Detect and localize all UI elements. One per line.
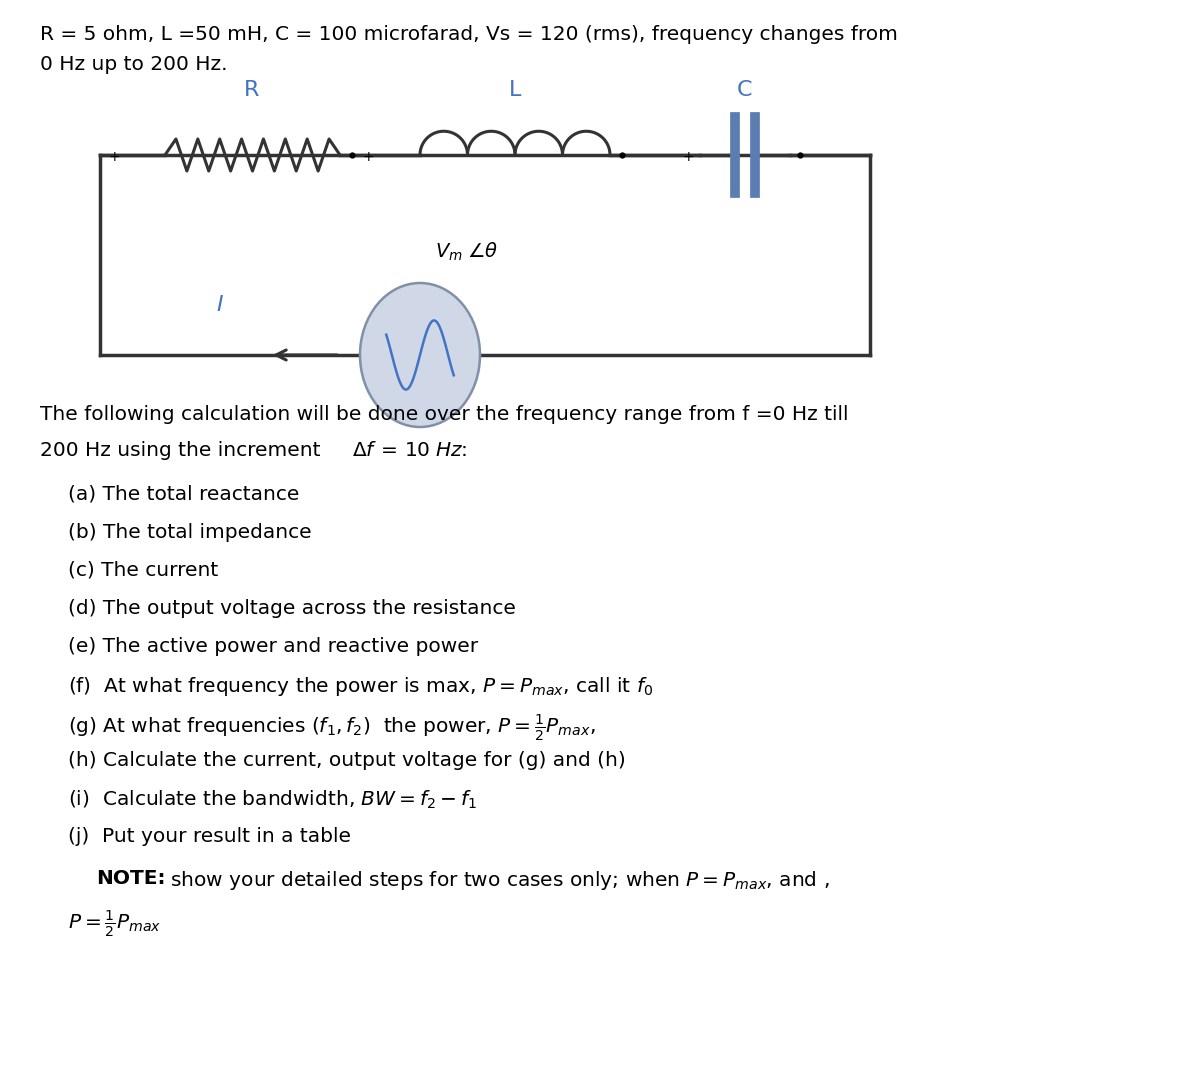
Text: $P = \frac{1}{2}P_{max}$: $P = \frac{1}{2}P_{max}$	[68, 909, 161, 940]
Text: (i)  Calculate the bandwidth, $BW = f_2 - f_1$: (i) Calculate the bandwidth, $BW = f_2 -…	[68, 789, 478, 812]
Text: +: +	[682, 150, 694, 164]
Text: (f)  At what frequency the power is max, $P = P_{max}$, call it $f_0$: (f) At what frequency the power is max, …	[68, 675, 653, 698]
Text: $\Delta f\,=\,10\;Hz$:: $\Delta f\,=\,10\;Hz$:	[352, 441, 467, 460]
Text: +: +	[362, 150, 373, 164]
Text: (d) The output voltage across the resistance: (d) The output voltage across the resist…	[68, 599, 516, 618]
Text: (a) The total reactance: (a) The total reactance	[68, 485, 299, 505]
Text: 200 Hz using the increment: 200 Hz using the increment	[40, 441, 334, 460]
Ellipse shape	[360, 283, 480, 427]
Text: (b) The total impedance: (b) The total impedance	[68, 523, 312, 542]
Text: R = 5 ohm, L =50 mH, C = 100 microfarad, Vs = 120 (rms), frequency changes from: R = 5 ohm, L =50 mH, C = 100 microfarad,…	[40, 25, 898, 44]
Text: (h) Calculate the current, output voltage for (g) and (h): (h) Calculate the current, output voltag…	[68, 751, 625, 770]
Text: (g) At what frequencies $( f_1, f_2)$  the power, $P = \frac{1}{2}P_{max}$,: (g) At what frequencies $( f_1, f_2)$ th…	[68, 713, 595, 743]
Text: C: C	[737, 80, 752, 100]
Text: (e) The active power and reactive power: (e) The active power and reactive power	[68, 637, 478, 656]
Text: 0 Hz up to 200 Hz.: 0 Hz up to 200 Hz.	[40, 55, 228, 74]
Text: The following calculation will be done over the frequency range from f =0 Hz til: The following calculation will be done o…	[40, 405, 848, 424]
Text: L: L	[509, 80, 521, 100]
Text: $V_m\;\angle\theta$: $V_m\;\angle\theta$	[436, 241, 498, 263]
Text: (c) The current: (c) The current	[68, 561, 218, 580]
Text: I: I	[217, 295, 223, 315]
Text: show your detailed steps for two cases only; when $P = P_{max}$, and ,: show your detailed steps for two cases o…	[164, 869, 829, 892]
Text: +: +	[108, 150, 120, 164]
Text: NOTE:: NOTE:	[96, 869, 166, 888]
Text: (j)  Put your result in a table: (j) Put your result in a table	[68, 827, 352, 846]
Text: R: R	[245, 80, 259, 100]
